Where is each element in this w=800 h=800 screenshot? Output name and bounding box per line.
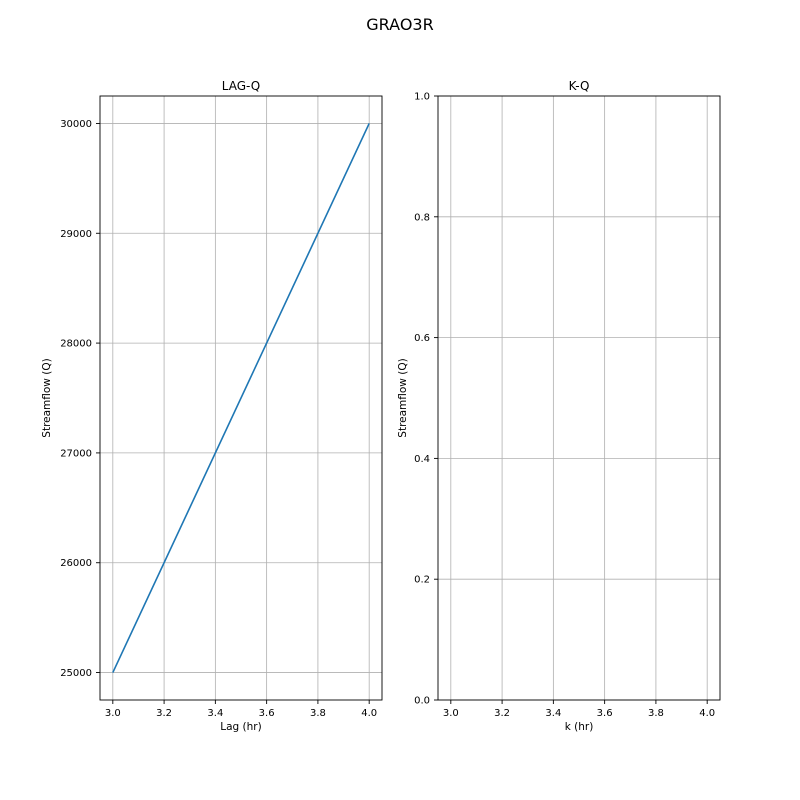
x-tick-label: 3.2 [156, 708, 172, 719]
x-tick-label: 3.6 [597, 708, 613, 719]
grid-lines [100, 96, 382, 700]
y-tick-label: 0.6 [414, 333, 430, 344]
y-tick-label: 29000 [60, 229, 92, 240]
x-tick-label: 3.6 [259, 708, 275, 719]
x-tick-label: 3.4 [545, 708, 561, 719]
chart-lag-q: 3.0 3.2 3.4 3.6 3.8 4.0 25000 26000 27000 28000 29… [41, 79, 383, 733]
x-tick-label: 3.8 [648, 708, 664, 719]
y-axis-label: Streamflow (Q) [397, 358, 409, 437]
x-axis-label: Lag (hr) [220, 721, 261, 733]
tick-layer: 3.0 3.2 3.4 3.6 3.8 4.0 25000 26000 27000 28000 29… [60, 119, 377, 719]
y-tick-label: 1.0 [414, 92, 430, 103]
series-line [112, 123, 370, 673]
series-layer [112, 123, 370, 673]
x-tick-label: 3.4 [207, 708, 223, 719]
x-tick-label: 4.0 [361, 708, 377, 719]
y-tick-label: 0.8 [414, 212, 430, 223]
y-tick-label: 0.2 [414, 575, 430, 586]
y-tick-label: 0.4 [414, 454, 430, 465]
grid-lines [438, 95, 720, 701]
x-tick-label: 3.0 [105, 708, 121, 719]
y-tick-label: 0.0 [414, 696, 430, 707]
axes-frame [99, 95, 383, 701]
x-tick-label: 3.8 [310, 708, 326, 719]
figure-title: GRAO3R [366, 15, 433, 34]
y-tick-label: 28000 [60, 339, 92, 350]
chart-title: K-Q [569, 79, 590, 93]
chart-k-q: 3.0 3.2 3.4 3.6 3.8 4.0 0.0 0.2 0.4 0.6 0.8 1.0 K-Q… [397, 79, 721, 733]
axes-frame [437, 95, 721, 701]
tick-layer: 3.0 3.2 3.4 3.6 3.8 4.0 0.0 0.2 0.4 0.6 0.8 1.0 [414, 92, 715, 720]
y-axis-label: Streamflow (Q) [41, 358, 53, 437]
chart-title: LAG-Q [222, 79, 260, 93]
y-tick-label: 26000 [60, 558, 92, 569]
x-tick-label: 3.0 [443, 708, 459, 719]
y-tick-label: 27000 [60, 448, 92, 459]
y-tick-label: 30000 [60, 119, 92, 130]
x-tick-label: 3.2 [494, 708, 510, 719]
x-axis-label: k (hr) [565, 721, 594, 733]
x-tick-label: 4.0 [699, 708, 715, 719]
y-tick-label: 25000 [60, 668, 92, 679]
